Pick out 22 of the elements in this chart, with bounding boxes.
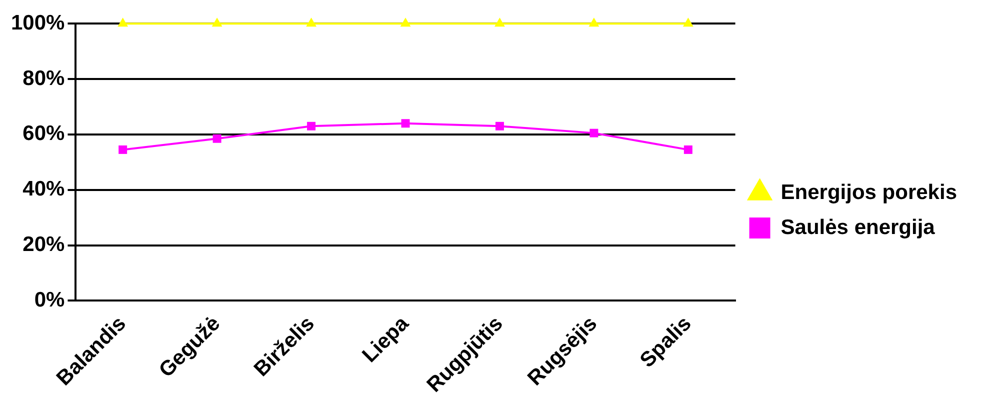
point xyxy=(400,18,411,27)
y-tick-label: 40% xyxy=(22,178,66,201)
point xyxy=(401,119,410,128)
y-tick-label: 0% xyxy=(34,288,66,312)
point xyxy=(495,122,504,130)
point xyxy=(212,134,222,143)
point xyxy=(118,18,128,27)
y-tick-label: 80% xyxy=(22,66,66,90)
point xyxy=(212,18,222,27)
point xyxy=(494,18,505,27)
point xyxy=(590,128,598,138)
point xyxy=(682,18,694,27)
legend-label: Saulės energija xyxy=(780,216,936,239)
point xyxy=(588,18,600,27)
y-tick-label: 20% xyxy=(22,233,66,256)
legend-label: Energijos porekis xyxy=(780,180,958,204)
point xyxy=(307,122,316,130)
point xyxy=(118,145,128,154)
y-tick-label: 100% xyxy=(10,11,66,34)
y-tick-label: 60% xyxy=(22,122,66,146)
point xyxy=(684,145,692,154)
point xyxy=(306,18,316,27)
